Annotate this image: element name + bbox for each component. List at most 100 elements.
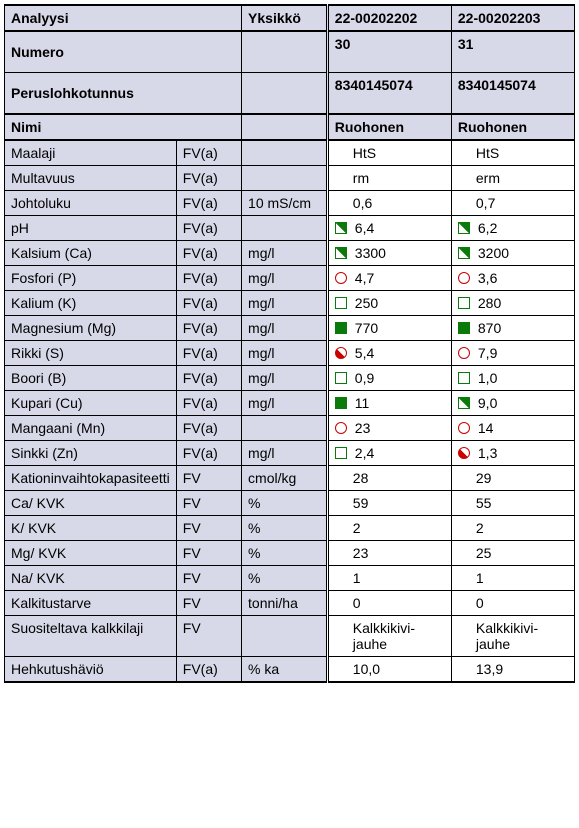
value-text: rm — [335, 170, 369, 186]
value-text: 6,4 — [353, 220, 374, 236]
header-sample-0: Ruohonen — [327, 114, 451, 140]
param-sample-0: 2,4 — [327, 441, 451, 466]
status-marker — [458, 297, 470, 309]
table-row: HehkutushäviöFV(a)% ka10,013,9 — [5, 657, 575, 683]
param-sample-0: 4,7 — [327, 266, 451, 291]
param-sample-1: 3200 — [451, 241, 574, 266]
param-name: Multavuus — [5, 166, 177, 191]
status-marker — [335, 247, 347, 259]
param-sample-0: 28 — [327, 466, 451, 491]
table-row: Magnesium (Mg)FV(a)mg/l770870 — [5, 316, 575, 341]
status-marker — [458, 322, 470, 334]
col-header-sample-0: 22-00202202 — [327, 5, 451, 31]
header-unit — [242, 114, 328, 140]
param-sample-0: 6,4 — [327, 216, 451, 241]
param-method: FV(a) — [176, 341, 241, 366]
value-text: 0 — [335, 595, 361, 611]
param-method: FV(a) — [176, 191, 241, 216]
param-sample-0: 5,4 — [327, 341, 451, 366]
param-method: FV(a) — [176, 216, 241, 241]
param-unit: % — [242, 566, 328, 591]
param-unit: 10 mS/cm — [242, 191, 328, 216]
param-sample-1: 870 — [451, 316, 574, 341]
status-marker — [458, 447, 470, 459]
value-text: 1,0 — [476, 370, 497, 386]
param-method: FV(a) — [176, 441, 241, 466]
param-name: Mg/ KVK — [5, 541, 177, 566]
param-method: FV(a) — [176, 316, 241, 341]
status-marker — [458, 222, 470, 234]
value-text: 7,9 — [476, 345, 497, 361]
status-marker — [458, 422, 470, 434]
status-marker — [335, 347, 347, 359]
param-unit: tonni/ha — [242, 591, 328, 616]
value-text: 5,4 — [353, 345, 374, 361]
table-row: Sinkki (Zn)FV(a)mg/l2,41,3 — [5, 441, 575, 466]
param-sample-0: 59 — [327, 491, 451, 516]
status-marker — [458, 247, 470, 259]
param-name: K/ KVK — [5, 516, 177, 541]
status-marker — [335, 222, 347, 234]
value-text: 0 — [458, 595, 484, 611]
param-unit: % — [242, 491, 328, 516]
param-unit — [242, 166, 328, 191]
param-unit — [242, 616, 328, 657]
value-text: 1 — [335, 570, 361, 586]
value-text: 23 — [335, 545, 369, 561]
value-text: 250 — [353, 295, 378, 311]
param-sample-0: 0 — [327, 591, 451, 616]
param-sample-0: 0,6 — [327, 191, 451, 216]
status-marker — [458, 397, 470, 409]
param-sample-0: rm — [327, 166, 451, 191]
value-text: 13,9 — [458, 661, 503, 677]
param-unit: % — [242, 541, 328, 566]
table-row: MultavuusFV(a) rm erm — [5, 166, 575, 191]
status-marker — [458, 372, 470, 384]
param-sample-1: 6,2 — [451, 216, 574, 241]
header-label: Peruslohkotunnus — [5, 73, 242, 115]
value-text: 3200 — [476, 245, 509, 261]
value-text: 0,6 — [335, 195, 372, 211]
param-unit: mg/l — [242, 266, 328, 291]
param-unit: mg/l — [242, 391, 328, 416]
param-method: FV — [176, 541, 241, 566]
param-unit: mg/l — [242, 316, 328, 341]
param-sample-1: 1,0 — [451, 366, 574, 391]
param-sample-1: 7,9 — [451, 341, 574, 366]
param-unit: % ka — [242, 657, 328, 683]
param-sample-0: Kalkkikivi-jauhe — [327, 616, 451, 657]
param-name: Hehkutushäviö — [5, 657, 177, 683]
table-row: K/ KVKFV%22 — [5, 516, 575, 541]
param-sample-1: 25 — [451, 541, 574, 566]
param-name: Rikki (S) — [5, 341, 177, 366]
param-sample-0: 11 — [327, 391, 451, 416]
param-method: FV — [176, 491, 241, 516]
value-text: erm — [458, 170, 500, 186]
table-row: Rikki (S)FV(a)mg/l5,47,9 — [5, 341, 575, 366]
table-row: Kupari (Cu)FV(a)mg/l119,0 — [5, 391, 575, 416]
header-label: Nimi — [5, 114, 242, 140]
col-header-yksikko: Yksikkö — [242, 5, 328, 31]
value-text: 870 — [476, 320, 501, 336]
value-text: 28 — [335, 470, 369, 486]
param-name: Sinkki (Zn) — [5, 441, 177, 466]
table-row: Kalsium (Ca)FV(a)mg/l33003200 — [5, 241, 575, 266]
param-name: Magnesium (Mg) — [5, 316, 177, 341]
param-method: FV(a) — [176, 241, 241, 266]
param-sample-0: 250 — [327, 291, 451, 316]
param-sample-0: 23 — [327, 416, 451, 441]
status-marker — [335, 422, 347, 434]
param-name: Mangaani (Mn) — [5, 416, 177, 441]
value-text: 9,0 — [476, 395, 497, 411]
param-method: FV(a) — [176, 140, 241, 166]
param-sample-1: Kalkkikivi-jauhe — [451, 616, 574, 657]
param-sample-0: HtS — [327, 140, 451, 166]
param-method: FV(a) — [176, 166, 241, 191]
param-method: FV(a) — [176, 391, 241, 416]
header-sample-1: 31 — [451, 31, 574, 73]
table-row: Na/ KVKFV%11 — [5, 566, 575, 591]
value-text: HtS — [458, 145, 499, 161]
value-text: 14 — [476, 420, 494, 436]
param-sample-1: 0 — [451, 591, 574, 616]
value-text: 3300 — [353, 245, 386, 261]
